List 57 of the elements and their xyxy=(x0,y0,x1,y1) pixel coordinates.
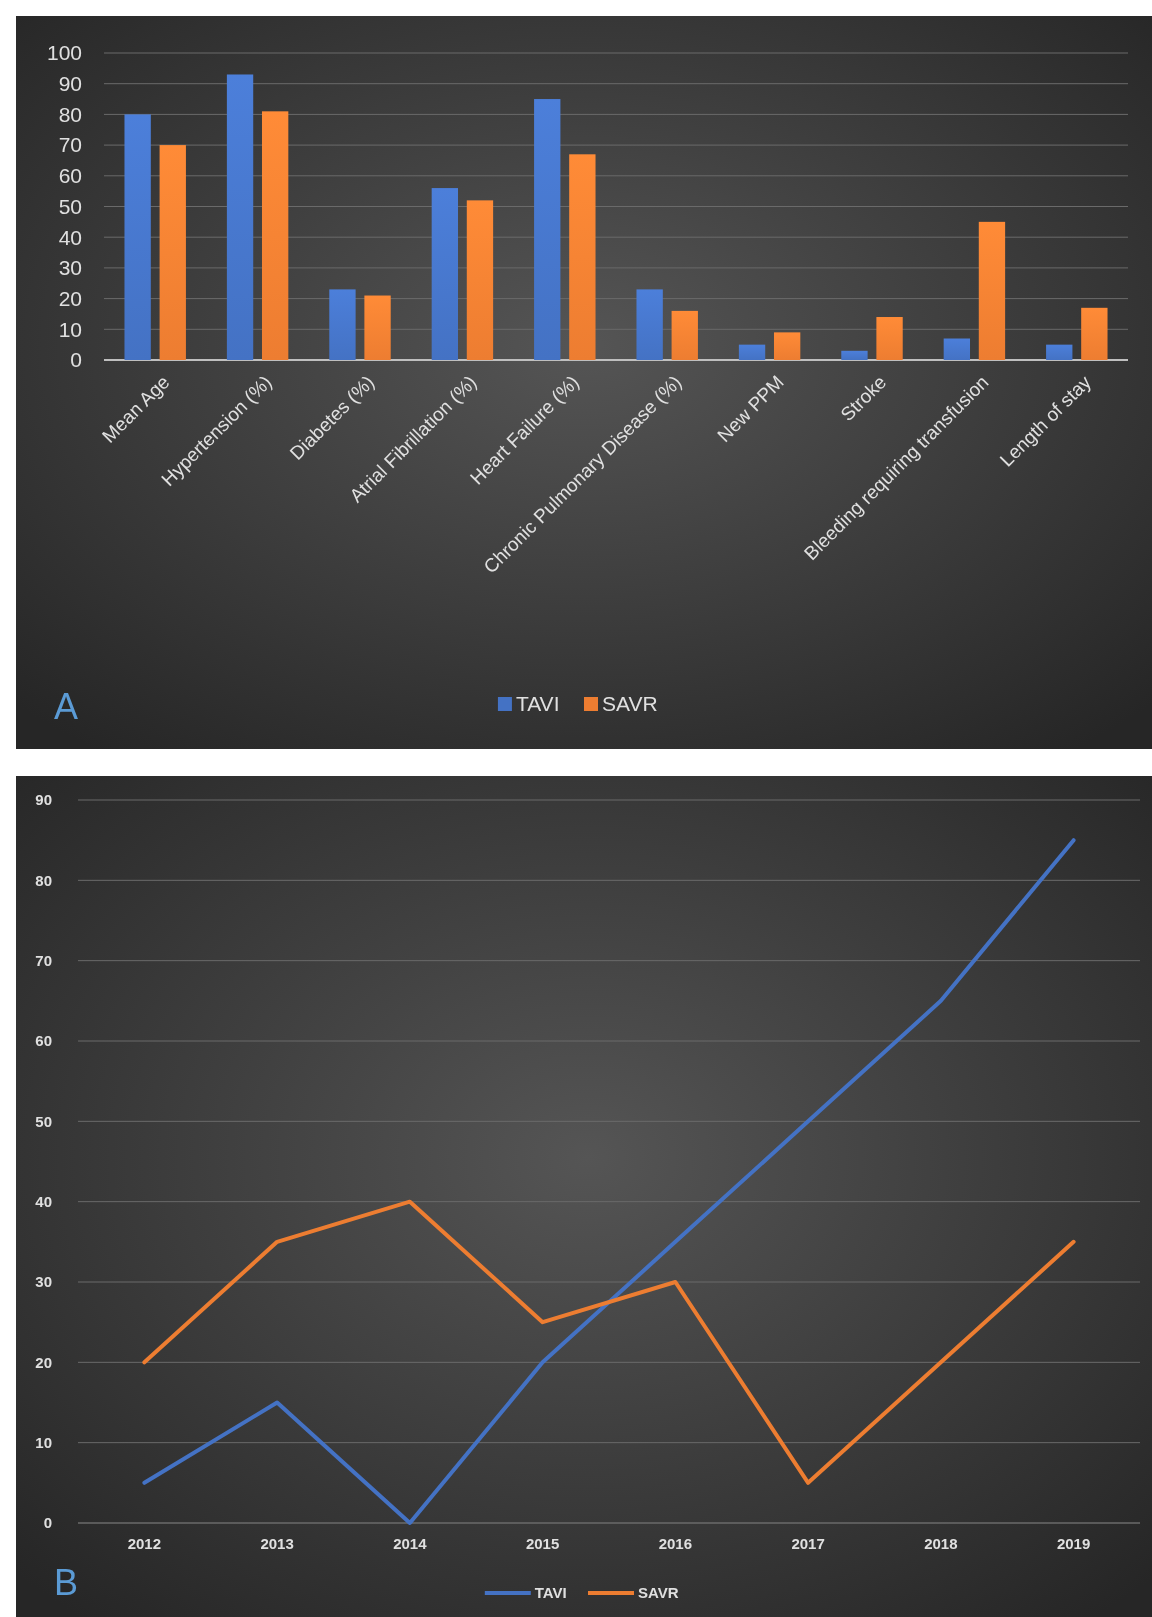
line-series xyxy=(142,838,1076,1525)
text: B xyxy=(54,1562,79,1603)
legend-label: TAVI xyxy=(515,692,560,716)
y-tick-label: 30 xyxy=(58,256,82,280)
x-tick-label: 2018 xyxy=(924,1535,958,1552)
bar xyxy=(738,344,766,360)
y-tick-label: 90 xyxy=(35,791,52,809)
y-tick-label: 0 xyxy=(43,1514,52,1532)
y-tick-label: 20 xyxy=(58,286,82,310)
bar xyxy=(773,332,801,360)
y-tick-label: 50 xyxy=(35,1112,52,1130)
bar xyxy=(226,74,254,360)
bar xyxy=(841,350,868,360)
bar xyxy=(876,317,903,360)
legend-label: SAVR xyxy=(602,692,658,716)
y-tick-label: 0 xyxy=(70,348,82,372)
y-tick-label: 20 xyxy=(35,1353,52,1371)
bar xyxy=(364,295,391,360)
bar xyxy=(671,310,698,360)
x-tick-label: 2012 xyxy=(127,1535,162,1552)
bar xyxy=(159,145,186,360)
bar xyxy=(431,188,459,360)
bar xyxy=(124,114,151,360)
bar xyxy=(1046,344,1073,360)
bar xyxy=(261,111,289,360)
bar xyxy=(636,289,663,360)
x-tick-label: 2017 xyxy=(791,1535,825,1552)
y-tick-label: 90 xyxy=(58,72,82,96)
y-tick-label: 10 xyxy=(58,317,82,341)
bar xyxy=(329,289,356,360)
y-tick-label: 70 xyxy=(35,951,52,969)
y-tick-label: 100 xyxy=(46,41,82,65)
x-tick-label: 2013 xyxy=(260,1535,294,1552)
x-tick-label: 2014 xyxy=(393,1535,428,1552)
bar xyxy=(943,338,971,360)
y-tick-label: 30 xyxy=(35,1273,52,1291)
y-tick-label: 40 xyxy=(58,225,82,249)
line-series xyxy=(142,1199,1076,1485)
y-tick-label: 80 xyxy=(58,102,82,126)
bar xyxy=(1081,307,1108,360)
legend-label: TAVI xyxy=(534,1584,567,1602)
y-tick-label: 70 xyxy=(58,133,82,157)
y-tick-label: 10 xyxy=(35,1433,52,1451)
x-tick-label: 2019 xyxy=(1056,1535,1091,1552)
y-tick-label: 80 xyxy=(35,871,52,889)
y-tick-label: 60 xyxy=(35,1032,52,1050)
x-tick-label: 2016 xyxy=(658,1535,693,1552)
text: A xyxy=(54,686,79,727)
bar xyxy=(978,221,1006,360)
bar xyxy=(534,99,561,360)
bar xyxy=(466,200,494,360)
y-tick-label: 50 xyxy=(58,194,82,218)
y-tick-label: 60 xyxy=(58,164,82,188)
y-tick-label: 40 xyxy=(35,1192,52,1210)
bar xyxy=(569,154,596,360)
legend-label: SAVR xyxy=(638,1584,679,1602)
x-tick-label: 2015 xyxy=(525,1535,560,1552)
